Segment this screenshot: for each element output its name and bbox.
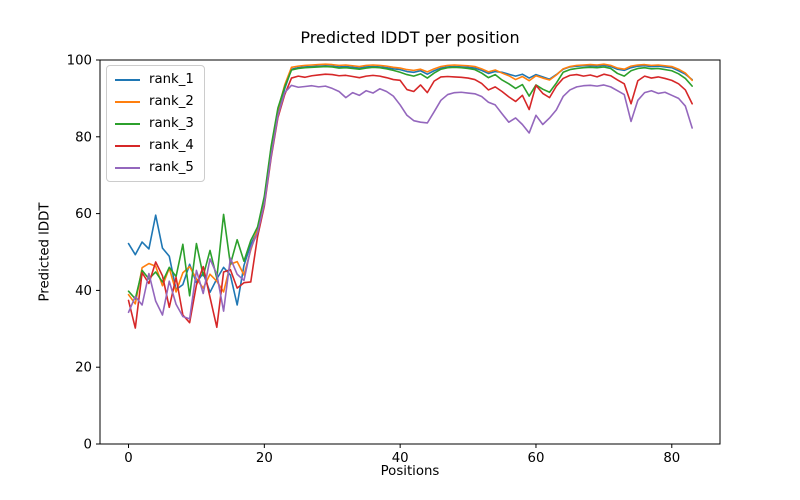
legend-item-rank_4: rank_4 <box>115 138 194 153</box>
legend-item-rank_2: rank_2 <box>115 94 194 109</box>
legend-line-sample-rank_5 <box>115 166 140 169</box>
line-rank_1 <box>127 64 693 306</box>
legend-line-sample-rank_4 <box>115 144 140 147</box>
x-tick-label: 40 <box>392 451 409 466</box>
y-tick-label: 80 <box>75 130 92 145</box>
line-rank_4 <box>127 73 693 329</box>
y-tick-label: 100 <box>67 54 92 69</box>
legend-line-sample-rank_2 <box>115 100 140 103</box>
x-tick-label: 80 <box>663 451 680 466</box>
legend-label-rank_4: rank_4 <box>149 138 194 153</box>
legend-item-rank_3: rank_3 <box>115 116 194 131</box>
line-rank_5 <box>127 84 693 320</box>
legend-item-rank_5: rank_5 <box>115 160 194 175</box>
legend-item-rank_1: rank_1 <box>115 72 194 87</box>
legend-label-rank_2: rank_2 <box>149 94 194 109</box>
x-axis-label: Positions <box>380 464 440 479</box>
legend-label-rank_5: rank_5 <box>149 160 194 175</box>
x-tick-label: 20 <box>256 451 273 466</box>
y-tick-label: 60 <box>75 207 92 222</box>
legend-label-rank_3: rank_3 <box>149 116 194 131</box>
legend-line-sample-rank_1 <box>115 78 140 81</box>
line-rank_3 <box>127 65 693 300</box>
y-tick-label: 20 <box>75 361 92 376</box>
y-tick-label: 40 <box>75 284 92 299</box>
legend-line-sample-rank_3 <box>115 122 140 125</box>
legend: rank_1 rank_2 rank_3 rank_4 rank_5 <box>106 65 205 182</box>
chart-title: Predicted lDDT per position <box>300 28 520 47</box>
line-rank_2 <box>127 63 693 305</box>
legend-label-rank_1: rank_1 <box>149 72 194 87</box>
y-tick-label: 0 <box>84 438 92 453</box>
x-tick-label: 0 <box>124 451 132 466</box>
x-tick-label: 60 <box>528 451 545 466</box>
axes-spines <box>99 59 721 445</box>
